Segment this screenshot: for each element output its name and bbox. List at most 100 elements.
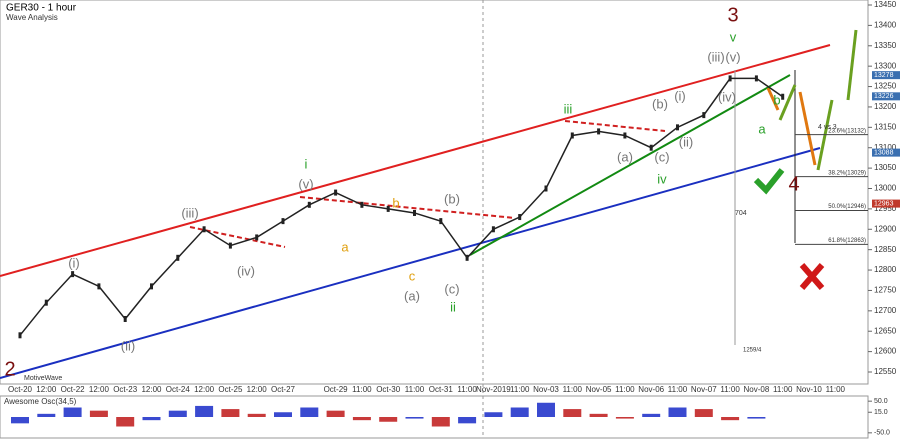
osc-bar [615, 417, 634, 419]
osc-bar [11, 417, 29, 424]
candle [676, 124, 679, 131]
x-tick-label: Nov-06 [638, 385, 664, 394]
candle [597, 128, 601, 135]
y-tick-label: 13300 [874, 61, 897, 70]
osc-bar [484, 412, 503, 417]
candle [307, 201, 311, 208]
osc-bar [537, 402, 555, 417]
osc-tick-label: 50.0 [874, 398, 888, 405]
x-tick-label: 12:00 [247, 385, 268, 394]
candle [334, 189, 338, 196]
candle [360, 201, 364, 208]
y-tick-label: 13450 [874, 0, 897, 9]
x-tick-label: 11:00 [668, 385, 688, 394]
osc-bar [721, 417, 740, 421]
candle [18, 332, 22, 339]
x-tick-label: Nov-05 [586, 385, 612, 394]
y-tick-label: 12800 [874, 265, 897, 274]
price-tag [872, 71, 900, 80]
wave-label: b [773, 92, 780, 107]
candle [71, 271, 75, 278]
candle [439, 218, 443, 225]
osc-bar [142, 417, 161, 421]
osc-bar [642, 413, 661, 417]
osc-bar [37, 413, 56, 417]
dash-line [299, 196, 516, 219]
price-tag-label: 13088 [874, 149, 894, 156]
fib-label: 38.2%(13029) [828, 170, 866, 176]
arrows [753, 29, 858, 290]
x-tick-label: 11:00 [773, 385, 793, 394]
osc-bar [247, 413, 266, 417]
x-tick-label: 11:00 [615, 385, 635, 394]
arrow [778, 84, 797, 121]
wave-label: a [341, 239, 349, 254]
wave-label: (i) [68, 255, 80, 270]
note: 4 vs 3 [818, 124, 837, 131]
candle [123, 315, 127, 322]
y-tick-label: 12850 [874, 245, 897, 254]
x-tick-label: Nov-07 [691, 385, 717, 394]
note: 704 [735, 210, 747, 217]
osc-bar [195, 405, 214, 417]
osc-bar [431, 417, 450, 427]
x-tick-label: 11:00 [405, 385, 425, 394]
note: 1259/4 [743, 348, 762, 354]
osc-bar [694, 409, 713, 417]
x-tick-label: Oct-27 [271, 385, 296, 394]
x-tick-label: Nov-08 [744, 385, 770, 394]
osc-bar [274, 412, 292, 417]
wave-label: (c) [444, 281, 459, 296]
wave-label: 3 [727, 4, 738, 26]
fib-label: 61.8%(12863) [828, 238, 866, 244]
osc-tick-label: -50.0 [874, 430, 890, 437]
wave-label: (iv) [237, 263, 255, 278]
y-tick-label: 12600 [874, 347, 897, 356]
candle [176, 254, 180, 261]
wave-label: (b) [652, 96, 668, 111]
x-tick-label: 11:00 [826, 385, 846, 394]
candle [44, 299, 48, 306]
y-tick-label: 12900 [874, 224, 897, 233]
candle [202, 226, 206, 233]
osc-bar [589, 413, 608, 417]
y-tick-label: 12550 [874, 367, 897, 376]
candle [702, 112, 706, 119]
candle [281, 218, 285, 225]
y-tick-label: 12950 [874, 204, 897, 213]
wave-label: (iii) [707, 49, 724, 64]
x-tick-label: 12:00 [89, 385, 110, 394]
y-tick-label: 12750 [874, 286, 897, 295]
chart-subtitle: Wave Analysis [6, 13, 58, 22]
wave-label: (iii) [181, 205, 198, 220]
osc-bar [405, 417, 424, 419]
candle [781, 93, 785, 100]
osc-bar [300, 407, 319, 417]
osc-bar [116, 417, 135, 427]
plot-frame [0, 0, 869, 385]
dash-line [564, 120, 666, 132]
osc-bar [747, 417, 766, 419]
arrow [846, 29, 858, 101]
x-tick-label: 11:00 [352, 385, 372, 394]
osc-bar [563, 409, 582, 417]
check-mark [753, 168, 785, 195]
y-tick-label: 13000 [874, 184, 897, 193]
y-tick-label: 13400 [874, 20, 897, 29]
x-tick-label: Oct-22 [61, 385, 86, 394]
candle [413, 209, 416, 216]
channel-bottom [0, 147, 821, 379]
x-tick-label: 11:00 [720, 385, 740, 394]
price-tag-label: 13226 [874, 93, 894, 100]
x-tick-label: 12:00 [141, 385, 162, 394]
wave-label: iii [564, 101, 573, 116]
candle [728, 75, 732, 82]
candle [544, 185, 548, 192]
wave-label: iv [657, 171, 667, 186]
x-tick-label: Oct-29 [324, 385, 349, 394]
y-tick-label: 13050 [874, 163, 897, 172]
candle [228, 242, 232, 249]
wave-label: (a) [617, 149, 633, 164]
